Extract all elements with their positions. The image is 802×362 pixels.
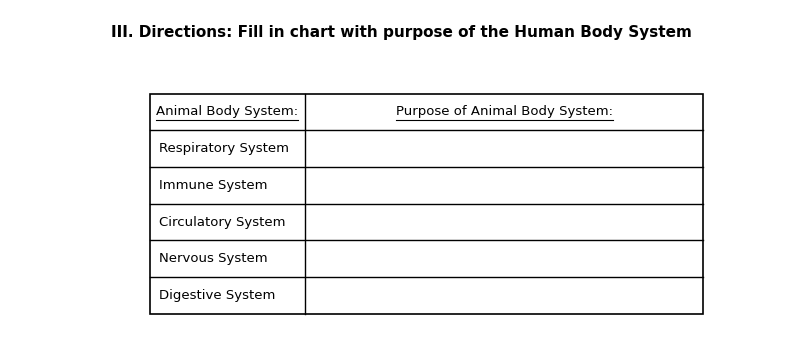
Bar <box>150 94 703 314</box>
Text: III. Directions: Fill in chart with purpose of the Human Body System: III. Directions: Fill in chart with purp… <box>111 25 691 40</box>
Text: Nervous System: Nervous System <box>160 252 268 265</box>
Text: Digestive System: Digestive System <box>160 289 276 302</box>
Text: Circulatory System: Circulatory System <box>160 215 286 228</box>
Text: Animal Body System:: Animal Body System: <box>156 105 298 118</box>
Text: Respiratory System: Respiratory System <box>160 142 290 155</box>
Text: Immune System: Immune System <box>160 179 268 192</box>
Text: Purpose of Animal Body System:: Purpose of Animal Body System: <box>395 105 613 118</box>
